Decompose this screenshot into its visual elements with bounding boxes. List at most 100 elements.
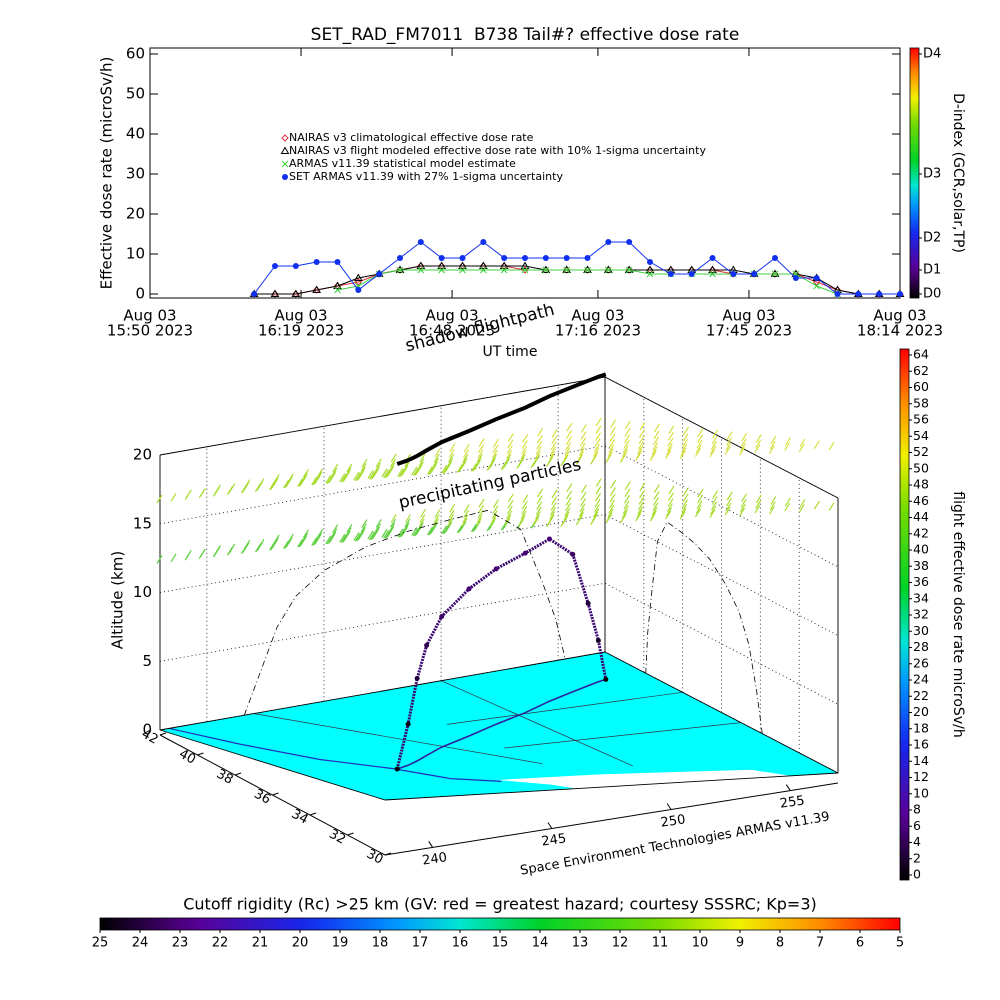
data-point: [499, 261, 509, 269]
particle-dash: [520, 450, 527, 459]
z-tick-label: 20: [133, 446, 152, 464]
particle-dash: [709, 448, 716, 458]
particle-dash: [549, 446, 557, 456]
particle-dash: [505, 453, 512, 463]
map-border: [504, 722, 741, 749]
particle-dash: [566, 483, 573, 492]
data-point: [522, 255, 528, 261]
particle-dash: [297, 538, 304, 548]
particle-dash: [725, 502, 732, 512]
chart-title: SET_RAD_FM7011 B738 Tail#? effective dos…: [311, 25, 740, 45]
particle-dash: [697, 494, 704, 504]
particle-dash: [170, 493, 177, 502]
particle-dash: [374, 462, 381, 472]
particle-dash: [768, 505, 775, 515]
particle-dash: [710, 445, 717, 455]
particle-dash: [566, 490, 573, 500]
particle-dash: [507, 439, 514, 449]
particle-dash: [769, 501, 776, 511]
particle-dash: [639, 422, 646, 431]
particle-dash: [273, 534, 280, 544]
particle-dash: [580, 424, 587, 433]
legend-marker: [281, 134, 289, 142]
data-point: [355, 287, 362, 293]
particle-dash: [302, 469, 309, 478]
particle-dash: [506, 445, 513, 454]
particle-dash: [272, 537, 279, 547]
particle-dash: [492, 505, 499, 514]
particle-dash: [652, 502, 659, 511]
data-point: [251, 291, 258, 297]
data-point: [563, 266, 571, 274]
data-point: [855, 291, 862, 297]
x-tick-label: 16:48 2023: [409, 322, 495, 340]
particle-dash: [635, 512, 642, 522]
particle-dash: [441, 464, 448, 474]
particle-dash: [340, 473, 347, 483]
particle-dash: [595, 417, 602, 427]
colorbar-tick-label: 58: [913, 395, 929, 410]
particle-dash: [609, 493, 616, 503]
particle-dash: [550, 502, 557, 511]
particle-dash: [668, 492, 675, 502]
particle-dash: [784, 437, 791, 446]
colorbar-tick-label: 2: [913, 850, 921, 865]
particle-dash: [492, 444, 499, 454]
colorbar-tick-label: 14: [532, 936, 549, 951]
particle-dash: [381, 468, 388, 478]
particle-dash: [622, 444, 629, 454]
data-point: [646, 270, 654, 278]
particle-dash: [666, 503, 673, 512]
particle-dash: [403, 461, 410, 471]
particle-dash: [403, 522, 410, 532]
data-point: [459, 266, 466, 274]
x-tick-label: 18:14 2023: [857, 322, 943, 340]
y-tick-label: 32: [326, 827, 348, 848]
particle-dash: [666, 507, 673, 517]
map-coast: [169, 727, 502, 782]
data-point: [709, 270, 716, 278]
particle-dash: [665, 510, 672, 520]
particle-dash: [548, 454, 555, 463]
x-tick-label: 240: [421, 850, 448, 868]
x-tick-label: 17:16 2023: [555, 322, 641, 340]
colorbar-tick-label: 16: [913, 737, 929, 752]
colorbar-tick-label: 19: [332, 936, 349, 951]
particle-dash: [679, 450, 686, 460]
particle-dash: [419, 508, 426, 518]
particle-dash: [199, 548, 206, 558]
data-point: [479, 266, 487, 274]
particle-dash: [653, 436, 660, 446]
z-axis-label: Altitude (km): [109, 551, 127, 649]
particle-dash: [580, 431, 587, 440]
data-point: [708, 265, 717, 273]
particle-dash: [637, 506, 644, 515]
particle-dash: [562, 454, 569, 463]
particle-dash: [622, 505, 629, 515]
particle-dash: [636, 509, 643, 519]
particle-dash: [637, 440, 644, 450]
particle-dash: [724, 446, 731, 455]
particle-dash: [651, 506, 658, 516]
particle-dash: [638, 496, 645, 505]
data-point: [772, 255, 778, 261]
particle-dash: [548, 514, 555, 524]
data-point: [438, 266, 446, 274]
particle-dash: [156, 555, 163, 564]
colorbar-tick-label: 20: [913, 704, 929, 719]
particle-dash: [326, 475, 333, 484]
box-edge: [159, 651, 606, 731]
data-point: [813, 282, 821, 290]
particle-dash: [624, 428, 631, 437]
particle-dash: [283, 540, 290, 550]
box-edge: [159, 729, 386, 801]
particle-dash: [390, 458, 397, 468]
particle-dash: [681, 443, 688, 453]
particle-dash: [287, 473, 294, 482]
particle-dash: [470, 523, 477, 533]
y-tick-label: 30: [126, 165, 145, 183]
particle-dash: [595, 492, 602, 502]
particle-dash: [609, 426, 616, 436]
particle-dash: [418, 518, 425, 528]
